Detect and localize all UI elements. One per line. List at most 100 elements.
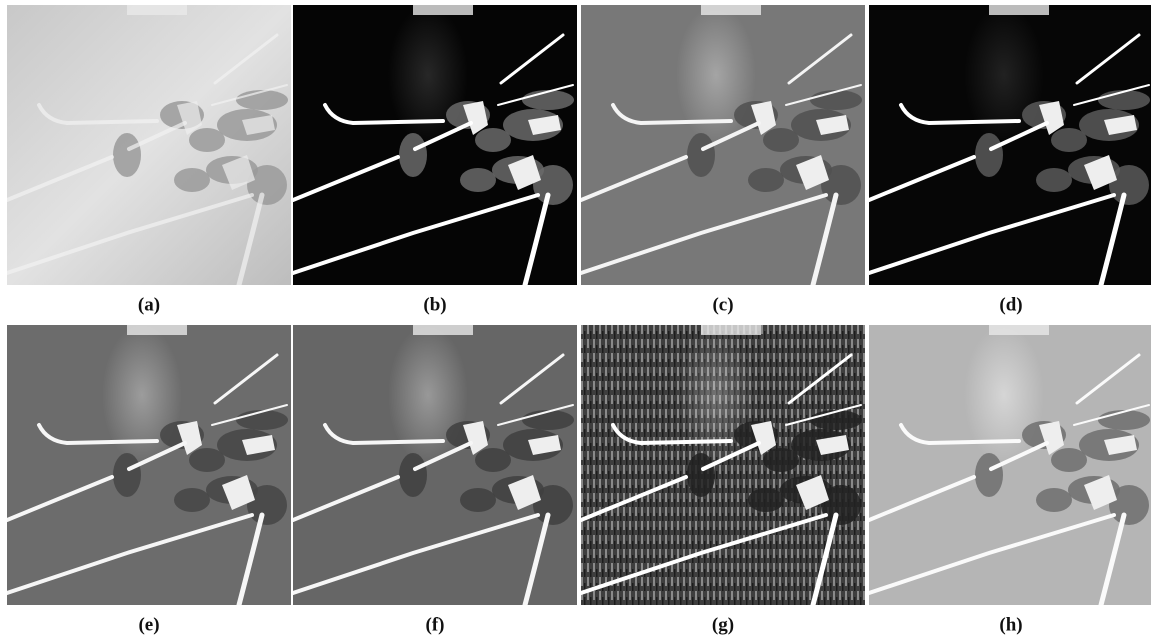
road [236,512,265,605]
white-block [463,421,561,510]
panel-label: (d) [999,294,1022,315]
top-band [127,325,187,335]
building-blob [1098,90,1150,110]
road [522,192,551,285]
building-blob [247,485,287,525]
road [522,512,551,605]
building-blob [748,488,784,512]
road [7,513,254,595]
road [497,84,574,106]
road [499,33,565,85]
building-blob [113,133,141,177]
road [611,103,733,126]
panel-label: (c) [712,294,733,315]
building-blob [522,410,574,430]
panel-image [581,5,865,285]
road [293,513,540,595]
building-blob [687,133,715,177]
road [869,193,1116,275]
road [869,475,976,522]
road [899,423,1021,446]
building-blob [821,165,861,205]
road [413,441,473,471]
road [499,353,565,405]
road [989,121,1049,151]
building-blob [1109,165,1149,205]
building-blob [236,410,288,430]
white-block [1039,101,1137,190]
building-blob [687,453,715,497]
road [869,155,976,202]
building-blob [1036,168,1072,192]
white-block [177,421,275,510]
building-blob [975,453,1003,497]
image-background [7,5,291,285]
building-blob [174,168,210,192]
building-blob [460,488,496,512]
panel-label: (b) [423,294,446,315]
road [611,423,733,446]
panel-label: (e) [138,614,159,635]
panel-label: (h) [999,614,1022,635]
building-blob [475,128,511,152]
road [989,441,1049,471]
road [7,155,114,202]
building-blob [113,453,141,497]
road [1075,33,1141,85]
building-blob [399,453,427,497]
road [785,404,862,426]
building-blob [1036,488,1072,512]
road [37,423,159,446]
building-blob [399,133,427,177]
road [581,193,828,275]
white-block [177,101,275,190]
road [701,441,761,471]
white-block [751,421,849,510]
panel-image [293,325,577,605]
road [323,423,445,446]
panel-image [7,325,291,605]
panel-label: (g) [712,614,734,635]
road [787,33,853,85]
road [127,441,187,471]
road [7,475,114,522]
building-blob [763,128,799,152]
building-blob [810,410,862,430]
road [293,193,540,275]
building-blob [236,90,288,110]
building-blob [810,90,862,110]
panel-image [293,5,577,285]
building-blob [247,165,287,205]
building-blob [1098,410,1150,430]
road [323,103,445,126]
road [1098,512,1127,605]
building-blob [522,90,574,110]
top-band [413,325,473,335]
road [581,155,688,202]
panel-image [7,5,291,285]
building-blob [189,448,225,472]
road [7,193,254,275]
road [293,475,400,522]
road [810,512,839,605]
panel-label: (f) [426,614,445,635]
white-block [1039,421,1137,510]
top-band [989,325,1049,335]
road [1073,84,1150,106]
road [1073,404,1150,426]
road [810,192,839,285]
top-band [701,5,761,15]
white-block [463,101,561,190]
road [127,121,187,151]
top-band [989,5,1049,15]
road [236,192,265,285]
road [211,84,288,106]
building-blob [975,133,1003,177]
road [213,353,279,405]
building-blob [475,448,511,472]
top-band [413,5,473,15]
road [293,155,400,202]
road [497,404,574,426]
